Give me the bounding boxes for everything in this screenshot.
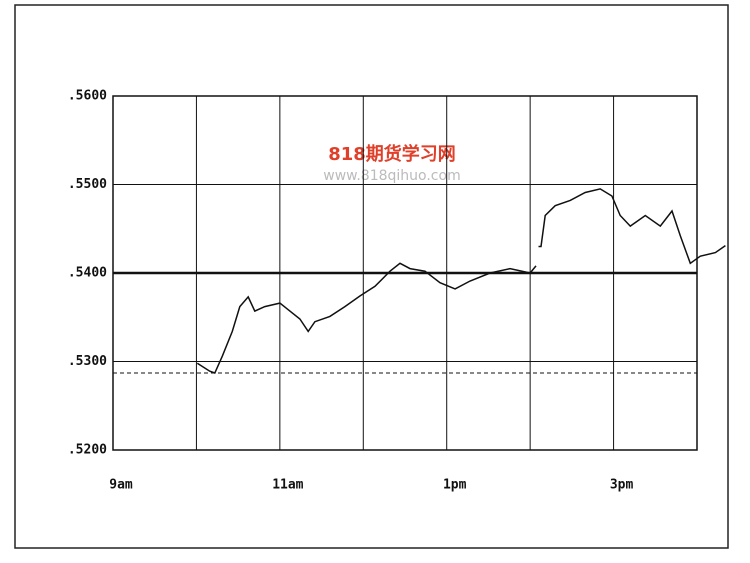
x-tick-label: 9am — [109, 478, 133, 493]
y-tick-label: .5200 — [68, 443, 107, 458]
y-tick-label: .5500 — [68, 177, 107, 192]
y-tick-label: .5600 — [68, 89, 107, 104]
x-tick-label: 11am — [272, 478, 303, 493]
x-tick-label: 3pm — [610, 478, 634, 493]
frame — [14, 4, 729, 549]
price-line — [196, 188, 726, 374]
y-tick-label: .5300 — [68, 354, 107, 369]
watermark-url: www.818qihuo.com — [323, 168, 460, 184]
watermark: 818期货学习网 — [328, 143, 456, 165]
y-tick-label: .5400 — [68, 266, 107, 281]
x-tick-label: 1pm — [443, 478, 467, 493]
